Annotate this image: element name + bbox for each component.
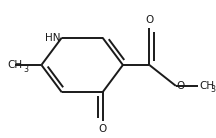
Text: 3: 3 — [210, 85, 216, 94]
Text: 3: 3 — [24, 64, 29, 74]
Text: CH: CH — [199, 81, 214, 91]
Text: CH: CH — [7, 60, 22, 70]
Text: O: O — [177, 81, 185, 91]
Text: HN: HN — [45, 33, 61, 43]
Text: O: O — [98, 124, 107, 134]
Text: O: O — [145, 15, 154, 25]
